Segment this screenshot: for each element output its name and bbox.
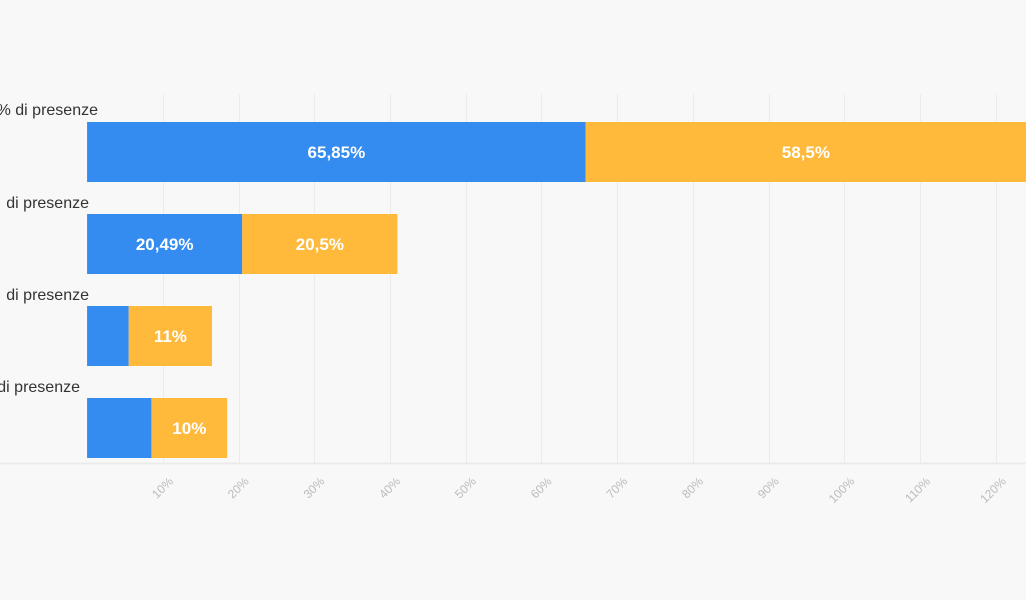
data-label-1-1: 20,5% <box>296 235 344 254</box>
bars: 65,85% 58,5% 20,49% 20,5% 11% 10% <box>87 122 1026 458</box>
data-label-0-1: 58,5% <box>782 143 830 162</box>
x-tick-label-70pct: 70% <box>603 474 630 501</box>
bar-segment-1-0 <box>87 214 243 274</box>
x-tick-label-90pct: 90% <box>755 474 782 501</box>
x-tick-label-20pct: 20% <box>225 474 252 501</box>
bar-segment-3-1 <box>151 398 228 458</box>
data-label-3-1: 10% <box>172 419 206 438</box>
x-tick-label-10pct: 10% <box>149 474 176 501</box>
x-tick-label-30pct: 30% <box>301 474 328 501</box>
bar-segment-1-1 <box>242 214 398 274</box>
bar-segment-3-0 <box>87 398 152 458</box>
category-label-3: di presenze <box>0 379 80 396</box>
bar-segment-2-0 <box>87 306 129 366</box>
bar-segment-2-1 <box>128 306 213 366</box>
category-labels: % di presenze di presenze di presenze di pr… <box>0 102 98 396</box>
x-tick-label-120pct: 120% <box>977 474 1009 506</box>
bar-segment-0-0 <box>87 122 586 182</box>
x-tick-label-80pct: 80% <box>679 474 706 501</box>
category-label-0: % di presenze <box>0 102 98 119</box>
data-label-2-1: 11% <box>154 327 187 346</box>
bar-segment-0-1 <box>585 122 1026 182</box>
x-axis-ticks: 10% 20% 30% 40% 50% 60% 70% 80% 90% 100% 110% 120% <box>149 474 1009 506</box>
category-label-2: di presenze <box>6 287 89 304</box>
x-tick-label-110pct: 110% <box>902 474 933 505</box>
x-tick-label-40pct: 40% <box>376 474 403 501</box>
category-label-1: di presenze <box>6 195 89 212</box>
x-tick-label-100pct: 100% <box>826 474 858 506</box>
x-tick-label-60pct: 60% <box>528 474 555 501</box>
data-label-1-0: 20,49% <box>136 235 194 254</box>
data-label-0-0: 65,85% <box>308 143 366 162</box>
x-tick-label-50pct: 50% <box>452 474 479 501</box>
